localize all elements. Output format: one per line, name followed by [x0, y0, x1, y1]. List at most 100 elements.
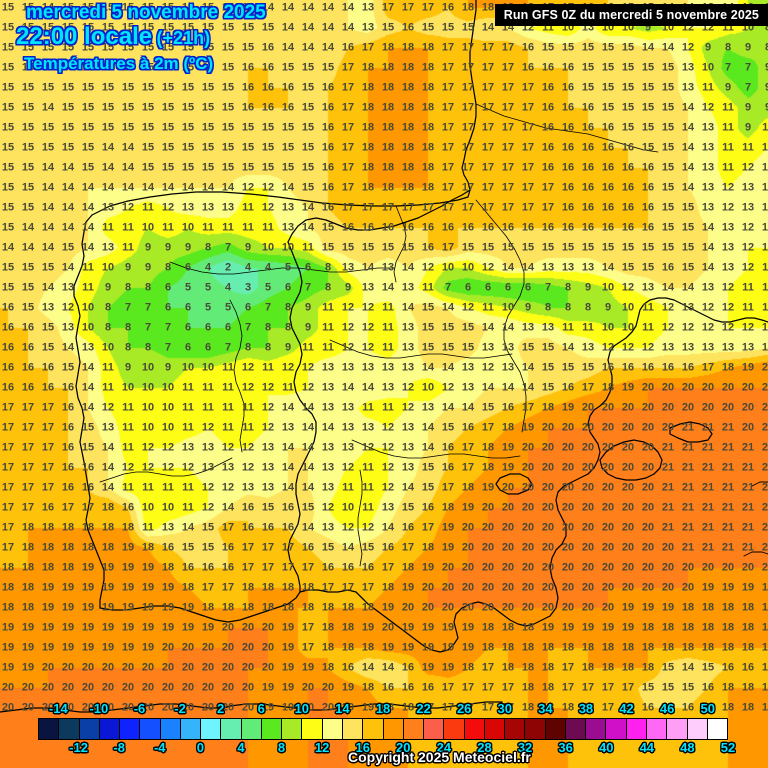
grid-temperature-value: 15: [121, 81, 135, 94]
grid-temperature-value: 16: [161, 541, 175, 554]
grid-temperature-value: 17: [341, 581, 355, 594]
grid-temperature-value: 17: [21, 421, 35, 434]
grid-temperature-value: 15: [141, 41, 155, 54]
grid-temperature-value: 17: [441, 81, 455, 94]
grid-temperature-value: 11: [362, 401, 374, 414]
grid-temperature-value: 17: [221, 521, 235, 534]
grid-temperature-value: 12: [261, 381, 275, 394]
grid-temperature-value: 16: [601, 361, 615, 374]
grid-temperature-value: 14: [41, 101, 55, 114]
grid-temperature-value: 11: [222, 381, 234, 394]
grid-temperature-value: 11: [722, 161, 734, 174]
grid-temperature-value: 20: [1, 701, 15, 714]
grid-temperature-value: 16: [261, 81, 275, 94]
grid-temperature-value: 13: [421, 401, 435, 414]
grid-temperature-value: 17: [241, 561, 255, 574]
grid-temperature-value: 12: [301, 361, 315, 374]
grid-temperature-value: 13: [581, 261, 595, 274]
grid-temperature-value: 17: [441, 681, 455, 694]
grid-temperature-value: 17: [461, 441, 475, 454]
grid-temperature-value: 15: [301, 121, 315, 134]
grid-temperature-value: 10: [141, 401, 155, 414]
grid-temperature-value: 19: [441, 521, 455, 534]
grid-temperature-value: 18: [621, 641, 635, 654]
color-scale-swatch: [322, 719, 343, 739]
grid-temperature-value: 21: [701, 441, 715, 454]
grid-temperature-value: 9: [124, 361, 132, 374]
grid-temperature-value: 16: [561, 81, 575, 94]
grid-temperature-value: 15: [481, 241, 495, 254]
grid-temperature-value: 18: [721, 621, 735, 634]
grid-temperature-value: 15: [41, 21, 55, 34]
grid-temperature-value: 2: [224, 261, 232, 274]
grid-temperature-value: 7: [164, 321, 172, 334]
grid-temperature-value: 17: [481, 61, 495, 74]
grid-temperature-value: 18: [441, 501, 455, 514]
temperature-color-scale[interactable]: [38, 718, 728, 740]
grid-temperature-value: 13: [721, 221, 735, 234]
grid-temperature-value: 15: [561, 41, 575, 54]
grid-temperature-value: 12: [241, 381, 255, 394]
grid-temperature-value: 18: [421, 541, 435, 554]
grid-temperature-value: 13: [381, 261, 395, 274]
grid-temperature-value: 20: [741, 381, 755, 394]
grid-temperature-value: 11: [182, 421, 194, 434]
grid-temperature-value: 18: [401, 141, 415, 154]
grid-temperature-value: 19: [761, 581, 768, 594]
grid-temperature-value: 14: [401, 481, 415, 494]
grid-temperature-value: 18: [481, 641, 495, 654]
grid-temperature-value: 12: [741, 261, 755, 274]
grid-temperature-value: 13: [461, 381, 475, 394]
grid-temperature-value: 12: [201, 501, 215, 514]
grid-temperature-value: 16: [561, 181, 575, 194]
grid-temperature-value: 15: [121, 21, 135, 34]
grid-temperature-value: 18: [341, 621, 355, 634]
grid-temperature-value: 13: [261, 461, 275, 474]
grid-temperature-value: 19: [41, 641, 55, 654]
grid-temperature-value: 15: [181, 161, 195, 174]
grid-temperature-value: 19: [461, 501, 475, 514]
grid-temperature-value: 18: [261, 601, 275, 614]
grid-temperature-value: 20: [581, 541, 595, 554]
grid-temperature-value: 13: [501, 341, 515, 354]
grid-temperature-value: 15: [641, 241, 655, 254]
grid-temperature-value: 20: [221, 681, 235, 694]
grid-temperature-value: 18: [421, 161, 435, 174]
grid-temperature-value: 16: [381, 541, 395, 554]
grid-temperature-value: 17: [361, 41, 375, 54]
grid-temperature-value: 18: [421, 101, 435, 114]
grid-temperature-value: 21: [681, 481, 695, 494]
grid-temperature-value: 14: [701, 241, 715, 254]
grid-temperature-value: 16: [521, 221, 535, 234]
color-scale-swatch: [464, 719, 485, 739]
grid-temperature-value: 7: [744, 81, 752, 94]
grid-temperature-value: 6: [164, 301, 172, 314]
grid-temperature-value: 20: [241, 681, 255, 694]
grid-temperature-value: 18: [21, 541, 35, 554]
grid-temperature-value: 14: [641, 41, 655, 54]
grid-temperature-value: 16: [601, 121, 615, 134]
grid-temperature-value: 16: [341, 561, 355, 574]
grid-temperature-value: 15: [141, 141, 155, 154]
grid-temperature-value: 11: [202, 401, 214, 414]
grid-temperature-value: 18: [761, 641, 768, 654]
grid-temperature-value: 11: [162, 221, 174, 234]
grid-temperature-value: 19: [1, 621, 15, 634]
grid-temperature-value: 20: [581, 481, 595, 494]
grid-temperature-value: 11: [362, 461, 374, 474]
grid-temperature-value: 21: [681, 421, 695, 434]
grid-temperature-value: 5: [184, 281, 192, 294]
grid-temperature-value: 11: [242, 221, 254, 234]
grid-temperature-value: 15: [281, 121, 295, 134]
grid-temperature-value: 12: [741, 321, 755, 334]
grid-temperature-value: 20: [761, 381, 768, 394]
grid-temperature-value: 12: [601, 341, 615, 354]
grid-temperature-value: 18: [461, 481, 475, 494]
grid-temperature-value: 15: [61, 141, 75, 154]
grid-temperature-value: 21: [661, 501, 675, 514]
grid-temperature-value: 18: [101, 541, 115, 554]
grid-temperature-value: 17: [381, 201, 395, 214]
grid-temperature-value: 20: [561, 441, 575, 454]
